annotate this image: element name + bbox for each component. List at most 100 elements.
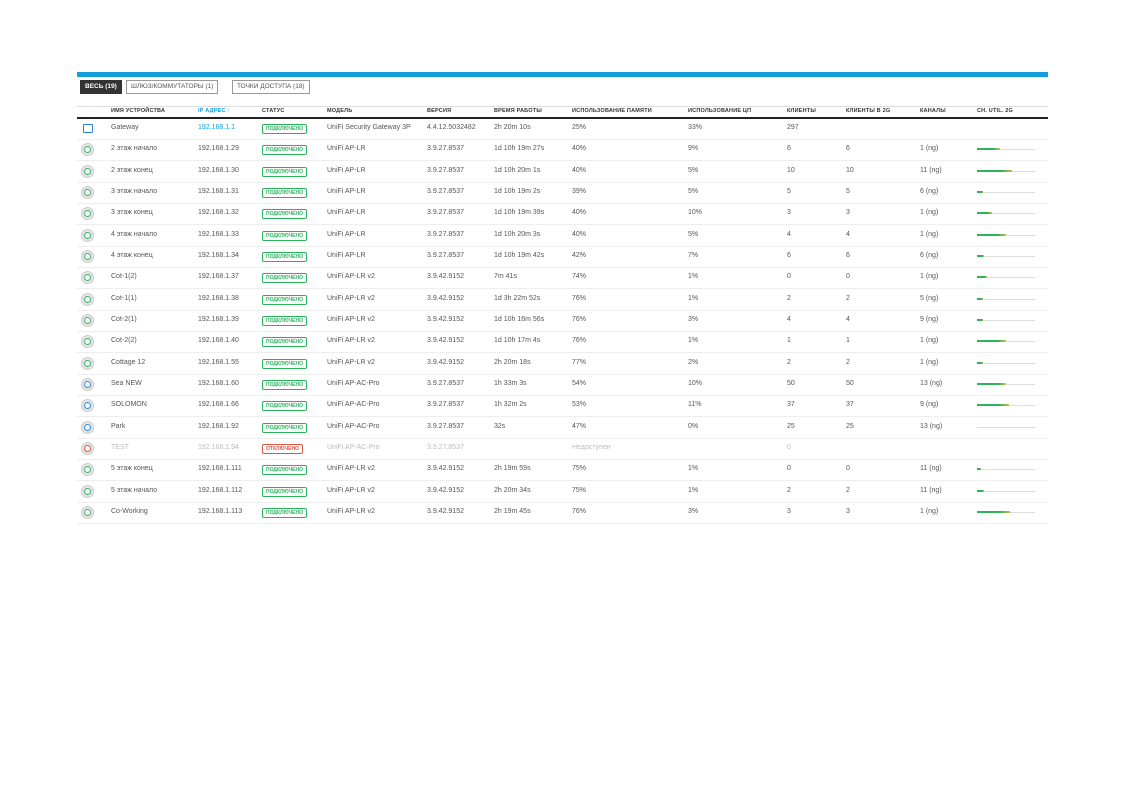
column-header[interactable]: КАНАЛЫ <box>920 108 946 114</box>
cell[interactable]: 5 этаж конец <box>111 465 153 473</box>
cell[interactable]: 192.168.1.31 <box>198 187 239 195</box>
cell[interactable]: 192.168.1.38 <box>198 294 239 302</box>
column-header[interactable]: CH. UTIL. 2G <box>977 108 1014 114</box>
cell[interactable]: Cot-2(2) <box>111 337 137 345</box>
device-icon-dot <box>84 295 91 303</box>
cell: 0 <box>846 273 850 281</box>
cell: 0 <box>787 273 791 281</box>
cell[interactable]: Cot-1(2) <box>111 273 137 281</box>
cell: 5% <box>688 187 699 195</box>
cell: 53% <box>572 401 587 409</box>
cell[interactable]: 192.168.1.66 <box>198 401 239 409</box>
column-header[interactable]: ВЕРСИЯ <box>427 108 452 114</box>
cell[interactable]: Co-Working <box>111 507 148 515</box>
cell[interactable]: 192.168.1.60 <box>198 379 239 387</box>
cell: 3.9.42.9152 <box>427 315 464 323</box>
cell: 1d 10h 19m 2s <box>494 187 541 195</box>
cell: UniFi AP-AC-Pro <box>327 379 380 387</box>
cell: 9% <box>688 145 699 153</box>
cell: 76% <box>572 294 587 302</box>
cell: 2h 19m 45s <box>494 507 531 515</box>
cell[interactable]: 2 этаж начало <box>111 145 158 153</box>
tab[interactable]: ШЛЮЗ/КОММУТАТОРЫ (1) <box>126 80 219 94</box>
cell[interactable]: Cot-1(1) <box>111 294 137 302</box>
cell: 6 (ng) <box>920 251 939 259</box>
cell: 3% <box>688 507 699 515</box>
tab[interactable]: ТОЧКИ ДОСТУПА (18) <box>232 80 310 94</box>
cell[interactable]: 192.168.1.32 <box>198 209 239 217</box>
cell[interactable]: Park <box>111 422 126 430</box>
cell[interactable]: 2 этаж конец <box>111 166 153 174</box>
cell[interactable]: 192.168.1.37 <box>198 273 239 281</box>
device-icon-dot <box>84 466 91 474</box>
status-badge: ПОДКЛЮЧЕНО <box>262 230 307 241</box>
util-bar <box>977 382 1006 385</box>
column-header[interactable]: ВРЕМЯ РАБОТЫ <box>494 108 542 114</box>
cell[interactable]: 5 этаж начало <box>111 486 158 494</box>
cell[interactable]: 192.168.1.40 <box>198 337 239 345</box>
column-header[interactable]: СТАТУС <box>262 108 285 114</box>
cell[interactable]: 192.168.1.33 <box>198 230 239 238</box>
cell[interactable]: SOLOMON <box>111 401 147 409</box>
cell[interactable]: 192.168.1.29 <box>198 145 239 153</box>
cell: UniFi AP-LR <box>327 230 366 238</box>
cell: 9 (ng) <box>920 315 939 323</box>
status-badge: ПОДКЛЮЧЕНО <box>262 273 307 284</box>
cell: 3.9.27.8537 <box>427 145 464 153</box>
cell: 47% <box>572 422 587 430</box>
cell[interactable]: 192.168.1.92 <box>198 422 239 430</box>
column-header[interactable]: КЛИЕНТЫ <box>787 108 816 114</box>
cell: UniFi Security Gateway 3P <box>327 124 411 131</box>
cell: 0 <box>846 465 850 473</box>
device-icon <box>83 124 93 133</box>
util-track <box>977 149 1035 151</box>
cell[interactable]: 4 этаж начало <box>111 230 158 238</box>
util-track <box>977 255 1035 257</box>
cell[interactable]: 192.168.1.39 <box>198 315 239 323</box>
column-header[interactable]: МОДЕЛЬ <box>327 108 353 114</box>
cell[interactable]: 192.168.1.113 <box>198 507 243 515</box>
cell[interactable]: 192.168.1.112 <box>198 486 243 494</box>
tab[interactable]: ВЕСЬ (19) <box>80 80 122 94</box>
cell[interactable]: 192.168.1.55 <box>198 358 239 366</box>
cell[interactable]: 192.168.1.30 <box>198 166 239 174</box>
column-header[interactable]: ИСПОЛЬЗОВАНИЕ ЦП <box>688 108 752 114</box>
util-bar <box>977 190 983 193</box>
util-bar <box>977 318 983 321</box>
cell: 1h 33m 3s <box>494 379 527 387</box>
column-header[interactable]: ИМЯ УСТРОЙСТВА <box>111 108 166 114</box>
cell[interactable]: Cottage 12 <box>111 358 146 366</box>
cell[interactable]: TEST <box>111 443 129 451</box>
device-icon-dot <box>84 316 91 324</box>
cell: 40% <box>572 230 587 238</box>
status-badge: ПОДКЛЮЧЕНО <box>262 422 307 433</box>
row-divider <box>77 501 1048 503</box>
column-header[interactable]: ИСПОЛЬЗОВАНИЕ ПАМЯТИ <box>572 108 652 114</box>
cell: 1 (ng) <box>920 273 939 281</box>
column-header[interactable]: КЛИЕНТЫ В 2G <box>846 108 891 114</box>
cell: 1 (ng) <box>920 358 939 366</box>
status-badge: ПОДКЛЮЧЕНО <box>262 166 307 177</box>
cell[interactable]: Gateway <box>111 124 139 131</box>
cell[interactable]: 4 этаж конец <box>111 251 153 259</box>
cell: 13 (ng) <box>920 422 943 430</box>
cell[interactable]: 192.168.1.94 <box>198 443 239 451</box>
cell: 10 <box>787 166 795 174</box>
cell[interactable]: 192.168.1.34 <box>198 251 239 259</box>
cell: UniFi AP-LR <box>327 209 366 217</box>
cell: 4 <box>846 315 850 323</box>
cell: 40% <box>572 166 587 174</box>
device-icon-dot <box>84 274 91 282</box>
cell: UniFi AP-LR v2 <box>327 358 375 366</box>
cell[interactable]: 192.168.1.1 <box>198 124 235 131</box>
cell[interactable]: Cot-2(1) <box>111 315 137 323</box>
cell[interactable]: 192.168.1.111 <box>198 465 242 473</box>
cell[interactable]: 3 этаж конец <box>111 209 153 217</box>
cell: 1h 32m 2s <box>494 401 527 409</box>
header-underline <box>77 117 1048 119</box>
cell: 77% <box>572 358 587 366</box>
cell[interactable]: 3 этаж начало <box>111 187 158 195</box>
cell[interactable]: Sea NEW <box>111 379 142 387</box>
cell: 3 <box>787 209 791 217</box>
column-header[interactable]: IP АДРЕС ↑ <box>198 108 231 114</box>
